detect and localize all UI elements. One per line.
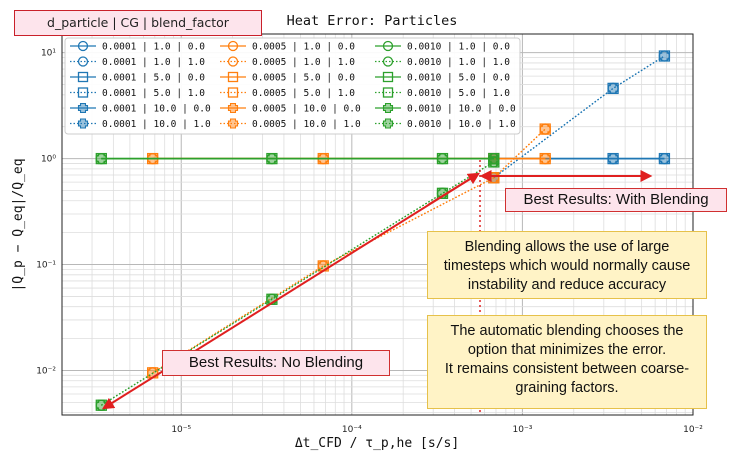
legend-marker [382, 102, 394, 114]
x-tick-label: 10⁻⁵ [171, 425, 191, 435]
legend-label: 0.0010 | 1.0 | 0.0 [407, 42, 510, 53]
auto-note-line: option that minimizes the error. [467, 342, 667, 358]
legend-label: 0.0001 | 1.0 | 1.0 [102, 57, 205, 68]
legend-marker [227, 71, 239, 83]
blending-note-line: instability and reduce accuracy [467, 277, 667, 293]
blending-note-line: Blending allows the use of large [464, 239, 670, 255]
data-point [658, 153, 670, 165]
legend-label: 0.0001 | 5.0 | 1.0 [102, 88, 205, 99]
legend-label: 0.0005 | 5.0 | 1.0 [252, 88, 355, 99]
auto-blending-note: The automatic blending chooses the optio… [427, 315, 707, 409]
legend-label: 0.0005 | 1.0 | 1.0 [252, 57, 355, 68]
no-blending-callout: Best Results: No Blending [162, 350, 390, 376]
x-tick-label: 10⁻² [683, 425, 703, 435]
legend-label: 0.0010 | 10.0 | 0.0 [407, 104, 516, 115]
blending-note: Blending allows the use of large timeste… [427, 231, 707, 299]
y-tick-label: 10¹ [41, 49, 56, 59]
legend-marker [77, 56, 89, 67]
legend-label: 0.0005 | 1.0 | 0.0 [252, 42, 355, 53]
legend-marker [382, 56, 394, 67]
legend-marker [77, 102, 89, 114]
y-tick-label: 10⁰ [41, 155, 56, 165]
blending-note-line: timesteps which would normally cause [443, 258, 691, 274]
legend-label: 0.0010 | 5.0 | 1.0 [407, 88, 510, 99]
legend-marker [382, 40, 394, 52]
series-0-0010-10-0-0-0 [95, 153, 500, 165]
auto-note-line: It remains consistent between coarse- [444, 361, 690, 377]
legend-marker [227, 102, 239, 114]
legend-label: 0.0005 | 10.0 | 1.0 [252, 119, 361, 130]
legend-label: 0.0005 | 5.0 | 0.0 [252, 73, 355, 84]
x-tick-label: 10⁻³ [513, 425, 533, 435]
legend-marker [77, 40, 89, 52]
data-point [607, 153, 619, 165]
legend-marker [77, 71, 89, 83]
data-point [607, 82, 619, 94]
legend-label: 0.0010 | 10.0 | 1.0 [407, 119, 516, 130]
data-point [539, 123, 551, 135]
legend-marker [382, 118, 394, 129]
data-point [488, 153, 500, 165]
x-axis-label: Δt_CFD / τ_p,he [s/s] [295, 436, 459, 451]
axis-ticks: 10⁻⁵ 10⁻⁴ 10⁻³ 10⁻² 10¹ 10⁰ 10⁻¹ 10⁻² [36, 49, 703, 435]
arrow-no-blending-head [427, 172, 481, 206]
y-axis-label: |Q_p − Q_eq|/Q_eq [11, 158, 26, 291]
data-point [266, 153, 278, 165]
legend-marker [77, 118, 89, 129]
with-blending-callout: Best Results: With Blending [505, 188, 727, 212]
data-point [436, 187, 449, 199]
data-point [539, 153, 551, 165]
data-point [488, 156, 500, 168]
plot-frame [61, 33, 694, 416]
legend-label: 0.0001 | 5.0 | 0.0 [102, 73, 205, 84]
data-point [95, 153, 107, 165]
legend-label: 0.0001 | 1.0 | 0.0 [102, 42, 205, 53]
auto-note-line: The automatic blending chooses the [450, 323, 684, 339]
data-point [436, 153, 449, 165]
legend-box [64, 37, 521, 135]
legend-label: 0.0010 | 1.0 | 1.0 [407, 57, 510, 68]
legend-marker [227, 40, 239, 52]
x-tick-label: 10⁻⁴ [342, 425, 362, 435]
legend-label: 0.0001 | 10.0 | 0.0 [102, 104, 211, 115]
auto-note-line: graining factors. [515, 380, 619, 396]
series-line [493, 55, 665, 179]
legend-label: 0.0001 | 10.0 | 1.0 [102, 119, 211, 130]
y-tick-label: 10⁻² [36, 366, 56, 376]
legend: 0.0001 | 1.0 | 0.0 0.0001 | 1.0 | 1.0 0.00… [64, 37, 521, 135]
legend-marker [227, 56, 239, 67]
chart-title: Heat Error: Particles [287, 13, 458, 29]
legend-label: 0.0010 | 5.0 | 0.0 [407, 73, 510, 84]
legend-marker [382, 71, 394, 83]
legend-marker [77, 87, 89, 98]
data-point [658, 50, 670, 62]
y-tick-label: 10⁻¹ [36, 261, 56, 271]
legend-marker [227, 87, 239, 98]
legend-title: d_particle | CG | blend_factor [14, 10, 262, 36]
legend-marker [227, 118, 239, 129]
legend-marker [382, 87, 394, 98]
legend-label: 0.0005 | 10.0 | 0.0 [252, 104, 361, 115]
